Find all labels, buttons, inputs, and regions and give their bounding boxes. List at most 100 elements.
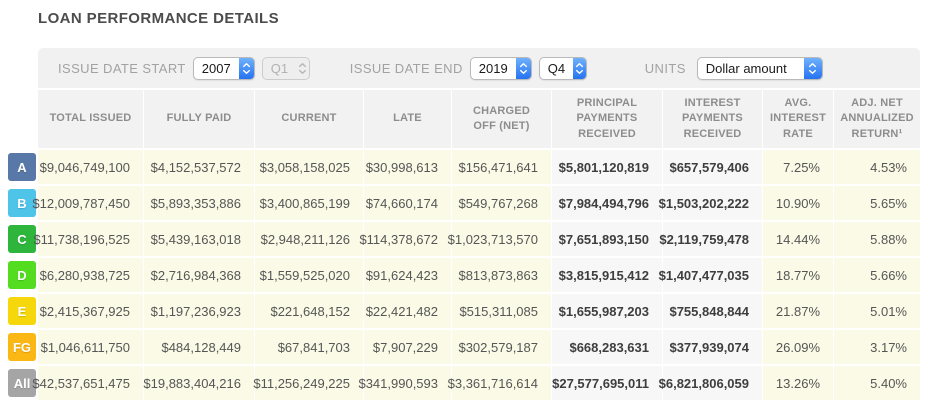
- column-header-2: FULLY PAID: [144, 90, 254, 148]
- table-row-b: B $12,009,787,450 $5,893,353,886 $3,400,865…: [8, 186, 920, 220]
- select-arrows-icon: [803, 57, 822, 79]
- table-cell: $9,046,749,100: [38, 150, 143, 184]
- grade-badge-cell: D: [8, 258, 36, 292]
- table-cell: $1,407,477,035: [659, 258, 762, 292]
- table-cell: $3,361,716,614: [448, 366, 551, 400]
- table-cell: 5.88%: [834, 222, 920, 256]
- table-cell: $484,128,449: [144, 330, 254, 364]
- table-cell: 14.44%: [763, 222, 833, 256]
- grade-badge: All: [8, 369, 36, 397]
- table-cell: $755,848,844: [663, 294, 762, 328]
- table-cell: $1,046,611,750: [38, 330, 143, 364]
- table-cell: $515,311,085: [452, 294, 551, 328]
- select-arrows-icon: [238, 57, 254, 79]
- table-cell: $12,009,787,450: [32, 186, 143, 220]
- issue-date-end-year-value: 2019: [478, 60, 508, 76]
- select-arrows-icon: [573, 57, 586, 79]
- table-cell: 5.65%: [834, 186, 920, 220]
- issue-date-start-year-value: 2007: [201, 60, 231, 76]
- grade-badge-cell: FG: [8, 330, 36, 364]
- table-cell: 13.26%: [763, 366, 833, 400]
- grade-badge-cell: B: [8, 186, 36, 220]
- table-cell: $6,821,806,059: [659, 366, 762, 400]
- issue-date-end-year-select[interactable]: 2019: [469, 56, 532, 80]
- grade-badge: E: [8, 297, 36, 325]
- table-cell: $7,984,494,796: [552, 186, 662, 220]
- units-value: Dollar amount: [705, 60, 787, 76]
- table-cell: $5,801,120,819: [552, 150, 662, 184]
- select-arrows-icon: [296, 58, 309, 79]
- units-label: UNITS: [644, 60, 686, 76]
- column-header-9: ADJ. NET ANNUALIZED RETURN¹: [834, 90, 920, 148]
- table-cell: $7,907,229: [364, 330, 451, 364]
- grade-badge-cell: E: [8, 294, 36, 328]
- table-cell: $3,815,915,412: [552, 258, 662, 292]
- table-cell: $1,655,987,203: [552, 294, 662, 328]
- grade-badge: FG: [8, 333, 36, 361]
- table-cell: 5.40%: [834, 366, 920, 400]
- table-cell: 4.53%: [834, 150, 920, 184]
- table-cell: 5.66%: [834, 258, 920, 292]
- table-row-fg: FG $1,046,611,750 $484,128,449 $67,841,703 $…: [8, 330, 920, 364]
- grade-badge-cell: All: [8, 366, 36, 400]
- table-cell: $19,883,404,216: [143, 366, 254, 400]
- grade-badge: D: [8, 261, 36, 289]
- table-cell: $3,058,158,025: [255, 150, 363, 184]
- table-cell: $2,716,984,368: [144, 258, 254, 292]
- issue-date-end-label: ISSUE DATE END: [349, 60, 463, 76]
- table-cell: 26.09%: [763, 330, 833, 364]
- grade-badge-cell: A: [8, 150, 36, 184]
- select-arrows-icon: [515, 57, 531, 79]
- loan-performance-table: TOTAL ISSUED FULLY PAID CURRENT LATE CHARGED…: [8, 90, 920, 400]
- table-cell: $74,660,174: [364, 186, 451, 220]
- table-cell: $5,893,353,886: [144, 186, 254, 220]
- table-cell: $2,415,367,925: [38, 294, 143, 328]
- table-cell: $1,197,236,923: [144, 294, 254, 328]
- table-cell: $7,651,893,150: [552, 222, 662, 256]
- issue-date-start-year-select[interactable]: 2007: [192, 56, 255, 80]
- issue-date-end-quarter-select[interactable]: Q4: [538, 56, 587, 80]
- column-header-7: INTEREST PAYMENTS RECEIVED: [663, 90, 762, 148]
- table-cell: $5,439,163,018: [144, 222, 254, 256]
- table-row-c: C $11,738,196,525 $5,439,163,018 $2,948,211…: [8, 222, 920, 256]
- issue-date-start-quarter-select[interactable]: Q1: [261, 56, 310, 80]
- table-cell: $302,579,187: [452, 330, 551, 364]
- table-cell: $11,256,249,225: [253, 366, 363, 400]
- issue-date-end-quarter-value: Q4: [547, 60, 566, 76]
- table-cell: $3,400,865,199: [255, 186, 363, 220]
- table-cell: 18.77%: [763, 258, 833, 292]
- table-cell: $221,648,152: [255, 294, 363, 328]
- table-cell: $11,738,196,525: [33, 222, 143, 256]
- table-cell: 5.01%: [834, 294, 920, 328]
- table-cell: 21.87%: [763, 294, 833, 328]
- table-header-row: TOTAL ISSUED FULLY PAID CURRENT LATE CHARGED…: [8, 90, 920, 148]
- table-cell: $1,023,713,570: [448, 222, 551, 256]
- table-cell: $4,152,537,572: [144, 150, 254, 184]
- table-cell: $2,948,211,126: [255, 222, 363, 256]
- table-row-d: D $6,280,938,725 $2,716,984,368 $1,559,525,…: [8, 258, 920, 292]
- grade-badge: C: [8, 225, 36, 253]
- units-select[interactable]: Dollar amount: [696, 56, 823, 80]
- table-cell: $114,378,672: [359, 222, 451, 256]
- table-cell: $27,577,695,011: [552, 366, 662, 400]
- filter-bar: ISSUE DATE START 2007 Q1 ISSUE DATE END …: [38, 48, 920, 88]
- badge-column-spacer: [8, 90, 36, 148]
- table-row-e: E $2,415,367,925 $1,197,236,923 $221,648,15…: [8, 294, 920, 328]
- table-cell: $341,990,593: [358, 366, 451, 400]
- table-cell: 10.90%: [763, 186, 833, 220]
- column-header-5: CHARGED OFF (NET): [452, 90, 551, 148]
- issue-date-start-label: ISSUE DATE START: [58, 60, 186, 76]
- table-cell: $657,579,406: [663, 150, 762, 184]
- table-row-a: A $9,046,749,100 $4,152,537,572 $3,058,158,…: [8, 150, 920, 184]
- table-cell: $6,280,938,725: [38, 258, 143, 292]
- column-header-8: AVG. INTEREST RATE: [763, 90, 833, 148]
- table-cell: $1,559,525,020: [255, 258, 363, 292]
- column-header-6: PRINCIPAL PAYMENTS RECEIVED: [552, 90, 662, 148]
- issue-date-start-quarter-value: Q1: [270, 60, 289, 76]
- table-cell: $2,119,759,478: [659, 222, 762, 256]
- table-cell: $1,503,202,222: [659, 186, 762, 220]
- table-cell: 3.17%: [834, 330, 920, 364]
- table-row-all: All $42,537,651,475 $19,883,404,216 $11,256…: [8, 366, 920, 400]
- grade-badge: B: [8, 189, 36, 217]
